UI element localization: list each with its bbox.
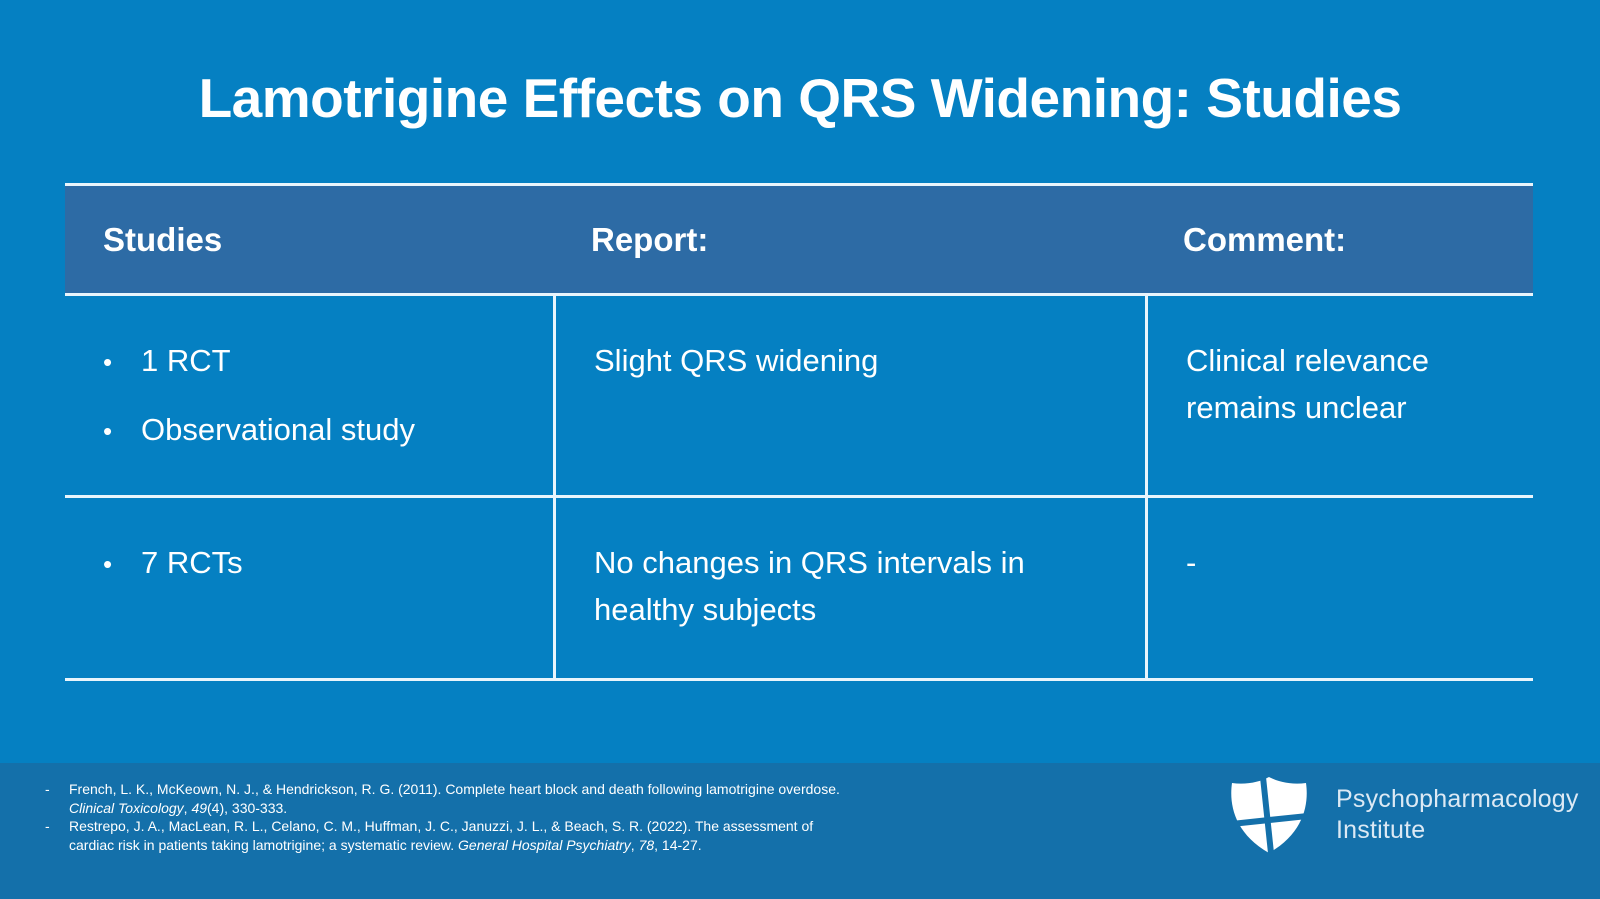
- slide-title: Lamotrigine Effects on QRS Widening: Stu…: [198, 67, 1402, 129]
- reference-volume: 78: [638, 836, 655, 853]
- study-label: 1 RCT: [141, 343, 231, 378]
- table-row-1-studies-cell: • 1 RCT • Observational study: [65, 296, 553, 498]
- institute-logo: Psychopharmacology Institute: [1228, 776, 1579, 854]
- table-header-studies: Studies: [65, 186, 553, 296]
- studies-bullet-list: • 1 RCT • Observational study: [103, 338, 523, 453]
- reference-list: - French, L. K., McKeown, N. J., & Hendr…: [45, 780, 841, 854]
- bullet-icon: •: [103, 415, 113, 446]
- table-row-2-comment-cell: -: [1145, 498, 1533, 681]
- reference-segment: ,: [183, 799, 192, 816]
- table-header-comment: Comment:: [1145, 186, 1533, 296]
- bullet-icon: •: [103, 549, 113, 579]
- reference-text: Restrepo, J. A., MacLean, R. L., Celano,…: [69, 817, 841, 854]
- studies-table: Studies Report: Comment: • 1 RCT • Obser…: [65, 183, 1533, 681]
- logo-line-1: Psychopharmacology: [1336, 785, 1579, 813]
- institute-logo-text: Psychopharmacology Institute: [1336, 784, 1579, 846]
- study-label: Observational study: [141, 411, 415, 447]
- reference-volume: 49: [191, 799, 208, 816]
- reference-item: - Restrepo, J. A., MacLean, R. L., Celan…: [45, 817, 841, 854]
- table-row-2-report-cell: No changes in QRS intervals in healthy s…: [553, 498, 1145, 681]
- footer-band: - French, L. K., McKeown, N. J., & Hendr…: [0, 763, 1600, 899]
- list-item: • 1 RCT: [103, 338, 523, 385]
- table-row-2-studies-cell: • 7 RCTs: [65, 498, 553, 681]
- shield-cross-icon: [1228, 776, 1310, 854]
- reference-item: - French, L. K., McKeown, N. J., & Hendr…: [45, 780, 841, 817]
- reference-segment: ,: [630, 836, 639, 853]
- bullet-icon: •: [103, 347, 113, 377]
- reference-journal: Clinical Toxicology: [69, 799, 184, 816]
- reference-segment: Restrepo, J. A., MacLean, R. L., Celano,…: [69, 818, 814, 853]
- reference-dash-marker: -: [45, 818, 50, 834]
- study-label: 7 RCTs: [141, 545, 243, 580]
- logo-line-2: Institute: [1336, 816, 1426, 844]
- reference-segment: French, L. K., McKeown, N. J., & Hendric…: [69, 781, 840, 797]
- table-row-1-comment-cell: Clinical relevance remains unclear: [1145, 296, 1533, 498]
- reference-text: French, L. K., McKeown, N. J., & Hendric…: [69, 780, 841, 817]
- reference-segment: , 14-27.: [654, 836, 702, 853]
- reference-dash-marker: -: [45, 781, 50, 797]
- reference-segment: (4), 330-333.: [207, 799, 288, 816]
- list-item: • Observational study: [103, 407, 523, 454]
- reference-journal: General Hospital Psychiatry: [458, 836, 631, 853]
- table-row-1-report-cell: Slight QRS widening: [553, 296, 1145, 498]
- table-header-report: Report:: [553, 186, 1145, 296]
- list-item: • 7 RCTs: [103, 540, 523, 587]
- studies-bullet-list: • 7 RCTs: [103, 540, 523, 587]
